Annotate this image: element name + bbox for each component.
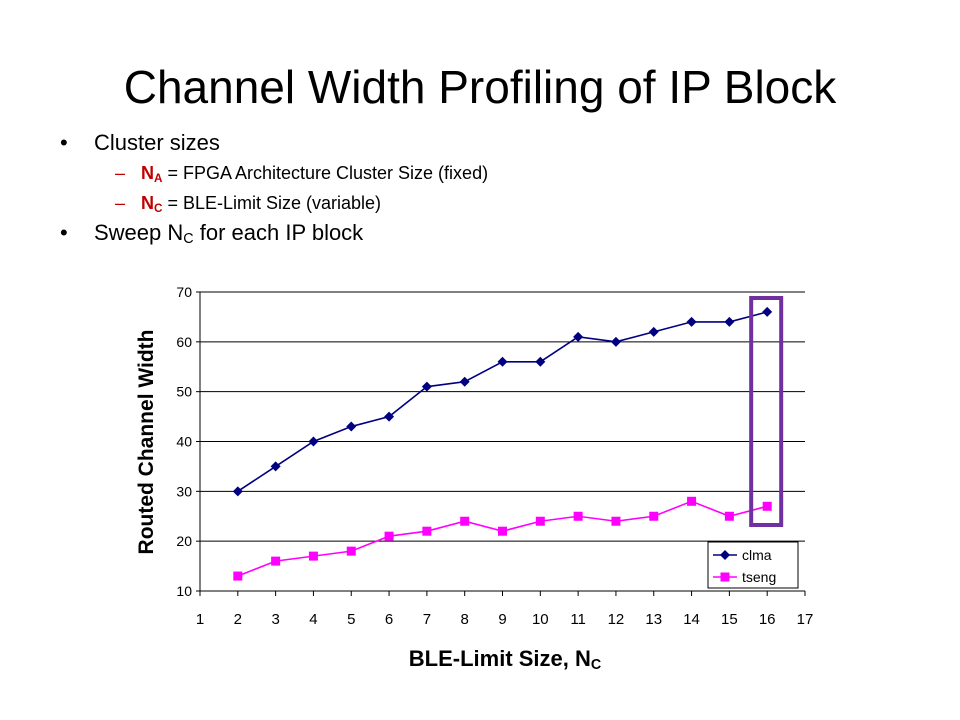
y-tick-label: 10 <box>176 583 192 599</box>
point-tseng-15 <box>724 511 734 521</box>
point-clma-8 <box>459 376 470 387</box>
x-tick-label: 1 <box>196 611 204 628</box>
point-clma-3 <box>270 461 281 472</box>
point-tseng-9 <box>498 526 507 536</box>
x-tick-label: 12 <box>608 611 625 628</box>
legend-label-clma: clma <box>742 547 772 563</box>
point-clma-14 <box>686 316 697 327</box>
y-tick-label: 20 <box>176 533 192 549</box>
x-tick-label: 4 <box>309 611 317 628</box>
dash-marker: – <box>115 163 126 183</box>
bullet-sweep: • Sweep NC for each IP block <box>60 220 364 247</box>
x-tick-label: 10 <box>532 611 549 628</box>
legend-marker-tseng <box>720 572 730 582</box>
y-axis-label: Routed Channel Width <box>135 330 158 555</box>
point-tseng-11 <box>573 511 583 521</box>
x-tick-label: 8 <box>461 611 469 628</box>
x-tick-label: 11 <box>570 611 586 628</box>
point-tseng-4 <box>308 551 318 561</box>
point-tseng-7 <box>422 526 432 536</box>
point-tseng-3 <box>271 556 281 566</box>
bullet-marker: • <box>60 220 68 245</box>
x-tick-label: 5 <box>347 611 355 628</box>
point-clma-16 <box>762 306 773 317</box>
point-clma-15 <box>724 316 735 327</box>
series-line-clma <box>237 311 768 493</box>
point-clma-10 <box>535 356 546 367</box>
legend-label-tseng: tseng <box>742 569 776 585</box>
point-clma-9 <box>497 356 508 367</box>
point-tseng-12 <box>611 516 621 526</box>
slide-title: Channel Width Profiling of IP Block <box>123 61 837 113</box>
point-clma-12 <box>610 336 621 347</box>
point-clma-4 <box>308 436 319 447</box>
x-tick-label: 6 <box>385 611 393 628</box>
x-tick-label: 14 <box>683 611 700 628</box>
point-tseng-5 <box>346 546 356 556</box>
point-clma-13 <box>648 326 659 337</box>
nc-symbol: NC <box>141 193 163 215</box>
na-symbol: NA <box>141 163 163 185</box>
x-tick-label: 7 <box>423 611 431 628</box>
point-clma-11 <box>573 331 584 342</box>
y-tick-label: 40 <box>176 434 192 450</box>
point-clma-5 <box>346 421 357 432</box>
sub-bullet-nc: – NC = BLE-Limit Size (variable) <box>115 193 381 215</box>
point-tseng-10 <box>535 516 545 526</box>
x-tick-label: 13 <box>645 611 662 628</box>
point-tseng-14 <box>687 496 697 506</box>
sub-bullet-na: – NA = FPGA Architecture Cluster Size (fi… <box>115 163 488 185</box>
point-clma-7 <box>421 381 432 392</box>
y-tick-label: 30 <box>176 483 192 499</box>
series-line-tseng <box>237 500 768 577</box>
highlight-box <box>749 296 784 527</box>
bullet-cluster-sizes: • Cluster sizes <box>60 130 220 156</box>
x-tick-label: 3 <box>271 611 279 628</box>
point-tseng-13 <box>649 511 659 521</box>
dash-marker: – <box>115 193 126 213</box>
x-tick-label: 16 <box>759 611 776 628</box>
bullet-text: Cluster sizes <box>94 130 220 155</box>
x-tick-label: 2 <box>234 611 242 628</box>
point-clma-6 <box>384 411 395 422</box>
y-tick-label: 50 <box>176 384 192 400</box>
y-tick-label: 60 <box>176 334 192 350</box>
x-tick-label: 15 <box>721 611 738 628</box>
point-clma-2 <box>232 486 243 497</box>
legend-marker-clma <box>720 550 730 560</box>
x-tick-label: 17 <box>797 611 814 628</box>
bullet-marker: • <box>60 130 68 155</box>
y-tick-label: 70 <box>176 284 192 300</box>
point-tseng-6 <box>384 531 394 541</box>
x-tick-label: 9 <box>498 611 506 628</box>
na-definition: = FPGA Architecture Cluster Size (fixed) <box>162 163 489 183</box>
x-axis-label: BLE-Limit Size, NC <box>408 646 602 673</box>
point-tseng-16 <box>762 501 772 511</box>
point-tseng-2 <box>233 571 243 581</box>
point-tseng-8 <box>460 516 470 526</box>
nc-definition: = BLE-Limit Size (variable) <box>162 193 382 213</box>
